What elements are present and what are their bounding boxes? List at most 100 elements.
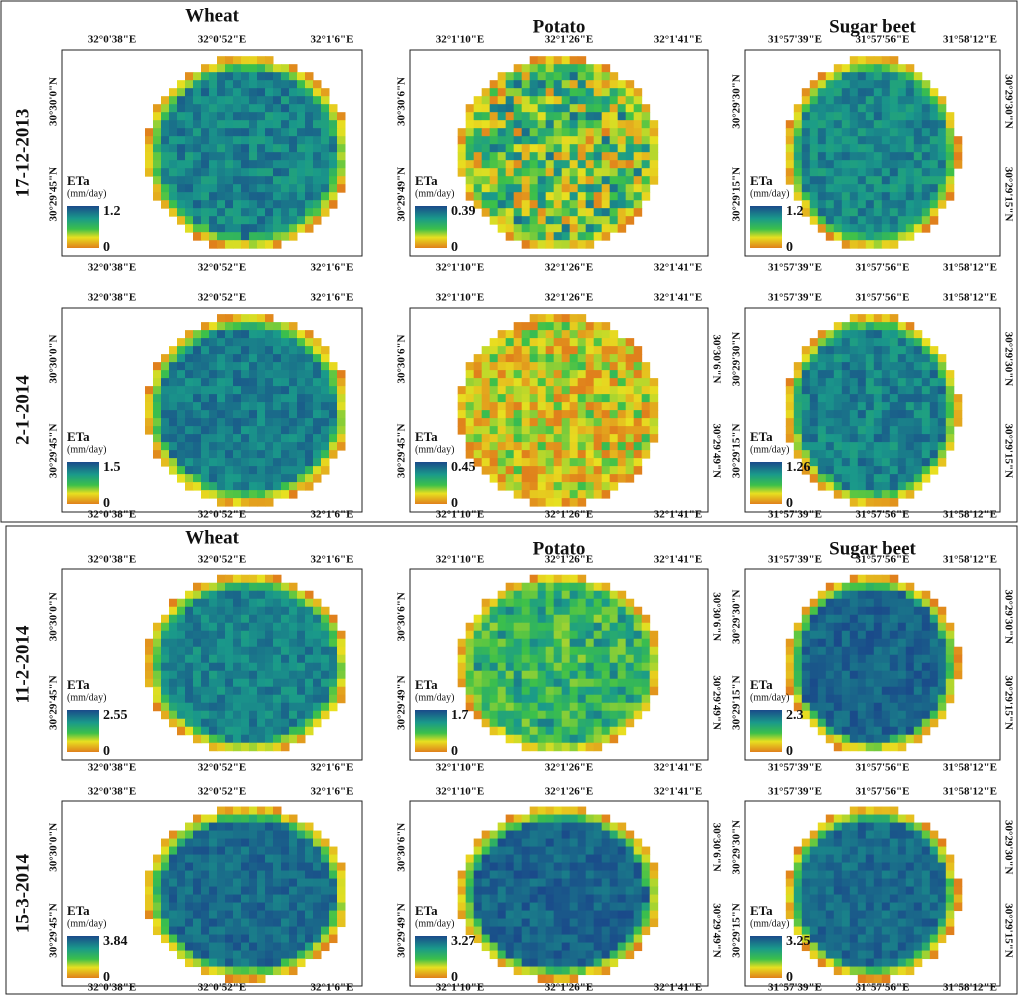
raster-cell	[498, 208, 507, 217]
raster-cell	[257, 815, 266, 824]
raster-cell	[850, 743, 859, 752]
raster-cell	[914, 735, 923, 744]
raster-cell	[273, 671, 282, 680]
raster-cell	[297, 687, 306, 696]
raster-cell	[145, 663, 154, 672]
x-coord-label: 32°0'38"E	[88, 786, 136, 798]
raster-cell	[850, 623, 859, 632]
raster-cell	[321, 442, 330, 451]
raster-cell	[201, 322, 210, 331]
raster-cell	[313, 192, 322, 201]
raster-cell	[281, 144, 290, 153]
raster-cell	[458, 647, 467, 656]
raster-cell	[874, 394, 883, 403]
raster-cell	[233, 599, 242, 608]
raster-cell	[850, 362, 859, 371]
raster-cell	[241, 362, 250, 371]
raster-cell	[578, 346, 587, 355]
raster-cell	[586, 919, 595, 928]
raster-cell	[257, 839, 266, 848]
raster-cell	[177, 703, 186, 712]
raster-cell	[281, 871, 290, 880]
raster-cell	[578, 224, 587, 233]
raster-cell	[890, 410, 899, 419]
raster-cell	[225, 607, 234, 616]
raster-cell	[874, 184, 883, 193]
raster-cell	[546, 240, 555, 249]
raster-cell	[914, 378, 923, 387]
raster-cell	[185, 887, 194, 896]
raster-cell	[834, 394, 843, 403]
raster-cell	[930, 370, 939, 379]
raster-cell	[898, 168, 907, 177]
raster-cell	[233, 442, 242, 451]
raster-cell	[233, 184, 242, 193]
raster-cell	[337, 879, 346, 888]
raster-cell	[810, 623, 819, 632]
raster-cell	[530, 168, 539, 177]
raster-cell	[570, 687, 579, 696]
raster-cell	[850, 663, 859, 672]
raster-cell	[217, 168, 226, 177]
raster-cell	[217, 466, 226, 475]
raster-cell	[161, 402, 170, 411]
raster-cell	[842, 216, 851, 225]
raster-cell	[834, 466, 843, 475]
raster-cell	[842, 386, 851, 395]
raster-cell	[874, 442, 883, 451]
raster-cell	[578, 136, 587, 145]
raster-cell	[546, 450, 555, 459]
raster-cell	[265, 168, 274, 177]
raster-cell	[225, 410, 234, 419]
raster-cell	[289, 855, 298, 864]
raster-cell	[890, 679, 899, 688]
raster-cell	[257, 655, 266, 664]
x-coord-label: 31°57'56"E	[856, 509, 910, 521]
raster-cell	[914, 208, 923, 217]
raster-cell	[890, 346, 899, 355]
raster-cell	[233, 314, 242, 323]
raster-cell	[514, 887, 523, 896]
raster-cell	[153, 695, 162, 704]
raster-cell	[538, 120, 547, 128]
raster-cell	[538, 104, 547, 113]
raster-cell	[858, 466, 867, 475]
raster-cell	[297, 224, 306, 233]
raster-cell	[906, 711, 915, 720]
raster-cell	[618, 639, 627, 648]
raster-cell	[209, 735, 218, 744]
legend-title: ETa	[67, 677, 90, 692]
raster-cell	[281, 671, 290, 680]
raster-cell	[890, 208, 899, 217]
raster-cell	[794, 112, 803, 121]
raster-cell	[850, 208, 859, 217]
raster-cell	[257, 671, 266, 680]
raster-cell	[514, 144, 523, 153]
raster-cell	[546, 96, 555, 105]
raster-cell	[289, 322, 298, 331]
raster-cell	[874, 330, 883, 339]
raster-cell	[313, 839, 322, 848]
raster-cell	[169, 935, 178, 944]
raster-cell	[626, 831, 635, 840]
raster-cell	[289, 354, 298, 363]
raster-cell	[938, 695, 947, 704]
raster-cell	[602, 160, 611, 169]
raster-cell	[297, 663, 306, 672]
raster-cell	[161, 871, 170, 880]
raster-cell	[482, 88, 491, 97]
raster-cell	[530, 144, 539, 153]
raster-cell	[329, 895, 338, 904]
raster-cell	[161, 184, 170, 193]
raster-cell	[482, 599, 491, 608]
raster-cell	[193, 903, 202, 912]
raster-cell	[490, 711, 499, 720]
raster-cell	[626, 386, 635, 395]
raster-cell	[610, 695, 619, 704]
raster-cell	[866, 232, 875, 241]
raster-cell	[249, 927, 258, 936]
raster-cell	[938, 655, 947, 664]
raster-cell	[498, 855, 507, 864]
raster-cell	[562, 184, 571, 193]
raster-cell	[233, 72, 242, 81]
